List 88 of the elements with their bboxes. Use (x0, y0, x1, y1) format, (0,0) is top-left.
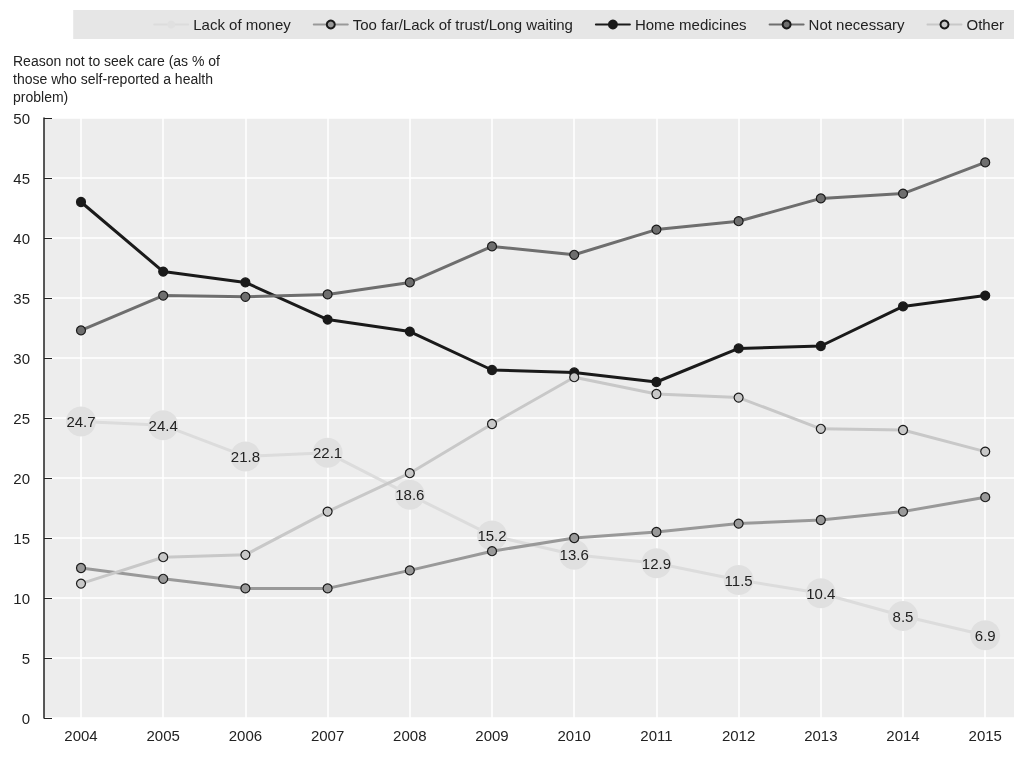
y-tick-label: 5 (21, 649, 30, 667)
point (815, 340, 826, 352)
data-label: 18.6 (395, 486, 425, 504)
point (486, 364, 498, 376)
point (158, 552, 169, 563)
point (158, 266, 169, 277)
x-tick-label: 2008 (393, 727, 427, 744)
point (404, 468, 415, 479)
x-tick-label: 2011 (640, 727, 673, 744)
x-tick-label: 2004 (64, 727, 98, 744)
point (240, 277, 251, 288)
data-label: 8.5 (892, 607, 914, 625)
point (322, 583, 333, 594)
point (897, 506, 909, 517)
y-tick-label: 0 (21, 709, 30, 727)
point (75, 325, 87, 336)
point (980, 446, 991, 457)
point (733, 343, 744, 354)
point (158, 573, 169, 584)
data-label: 24.4 (148, 416, 178, 434)
y-tick-label: 45 (13, 169, 30, 187)
point (404, 326, 415, 337)
y-tick-label: 25 (13, 409, 30, 427)
point (651, 376, 662, 388)
x-tick-label: 2014 (886, 727, 920, 744)
legend-label: Lack of money (193, 16, 292, 33)
data-label: 11.5 (724, 571, 753, 589)
point (240, 291, 251, 302)
point (897, 188, 909, 199)
point (158, 290, 169, 301)
y-tick-label: 30 (13, 349, 30, 367)
point (815, 514, 826, 526)
point (404, 565, 415, 576)
x-tick-label: 2007 (310, 727, 345, 744)
data-label: 6.9 (974, 626, 996, 644)
point (897, 424, 909, 436)
point (486, 418, 498, 430)
data-label: 12.9 (641, 554, 672, 572)
point (75, 578, 87, 589)
y-tick-label: 40 (13, 229, 30, 247)
point (240, 583, 251, 594)
x-tick-label: 2009 (475, 727, 509, 744)
point (404, 277, 415, 288)
legend-label: Not necessary (808, 16, 905, 33)
data-label: 15.2 (477, 527, 507, 545)
point (486, 546, 498, 557)
point (486, 241, 498, 252)
point (651, 526, 662, 538)
point (980, 157, 991, 168)
y-axis-title: Reason not to seek care (as % of those who self-reported a health problem) (13, 53, 224, 105)
legend-label: Home medicines (634, 16, 747, 33)
y-tick-label: 15 (13, 529, 30, 547)
legend-label: Too far/Lack of trust/Long waiting (352, 16, 573, 33)
data-label: 13.6 (559, 546, 589, 564)
point (733, 518, 744, 529)
x-tick-label: 2012 (721, 727, 756, 744)
point (815, 193, 826, 204)
point (322, 506, 333, 517)
x-tick-label: 2013 (804, 727, 838, 744)
point (75, 196, 87, 208)
point (569, 372, 580, 383)
point (322, 289, 333, 300)
legend-label: Other (966, 16, 1004, 33)
point (815, 423, 826, 434)
y-tick-label: 10 (13, 589, 30, 607)
point (897, 301, 909, 312)
point (651, 224, 662, 235)
x-tick-label: 2006 (228, 727, 263, 744)
data-label: 21.8 (230, 447, 260, 465)
point (240, 549, 251, 560)
point (980, 492, 991, 503)
x-tick-label: 2005 (146, 727, 180, 744)
point (569, 532, 580, 544)
data-label: 22.1 (313, 444, 343, 462)
point (980, 290, 991, 301)
point (733, 216, 744, 227)
x-tick-label: 2010 (557, 727, 591, 744)
y-tick-label: 35 (13, 289, 30, 307)
point (75, 562, 87, 574)
y-tick-label: 50 (13, 109, 30, 127)
point (322, 314, 333, 325)
x-tick-label: 2015 (968, 727, 1002, 744)
data-label: 10.4 (806, 584, 836, 602)
y-tick-label: 20 (13, 469, 30, 487)
data-label: 24.7 (66, 413, 96, 431)
point (569, 249, 580, 260)
point (651, 388, 662, 400)
point (733, 392, 744, 403)
